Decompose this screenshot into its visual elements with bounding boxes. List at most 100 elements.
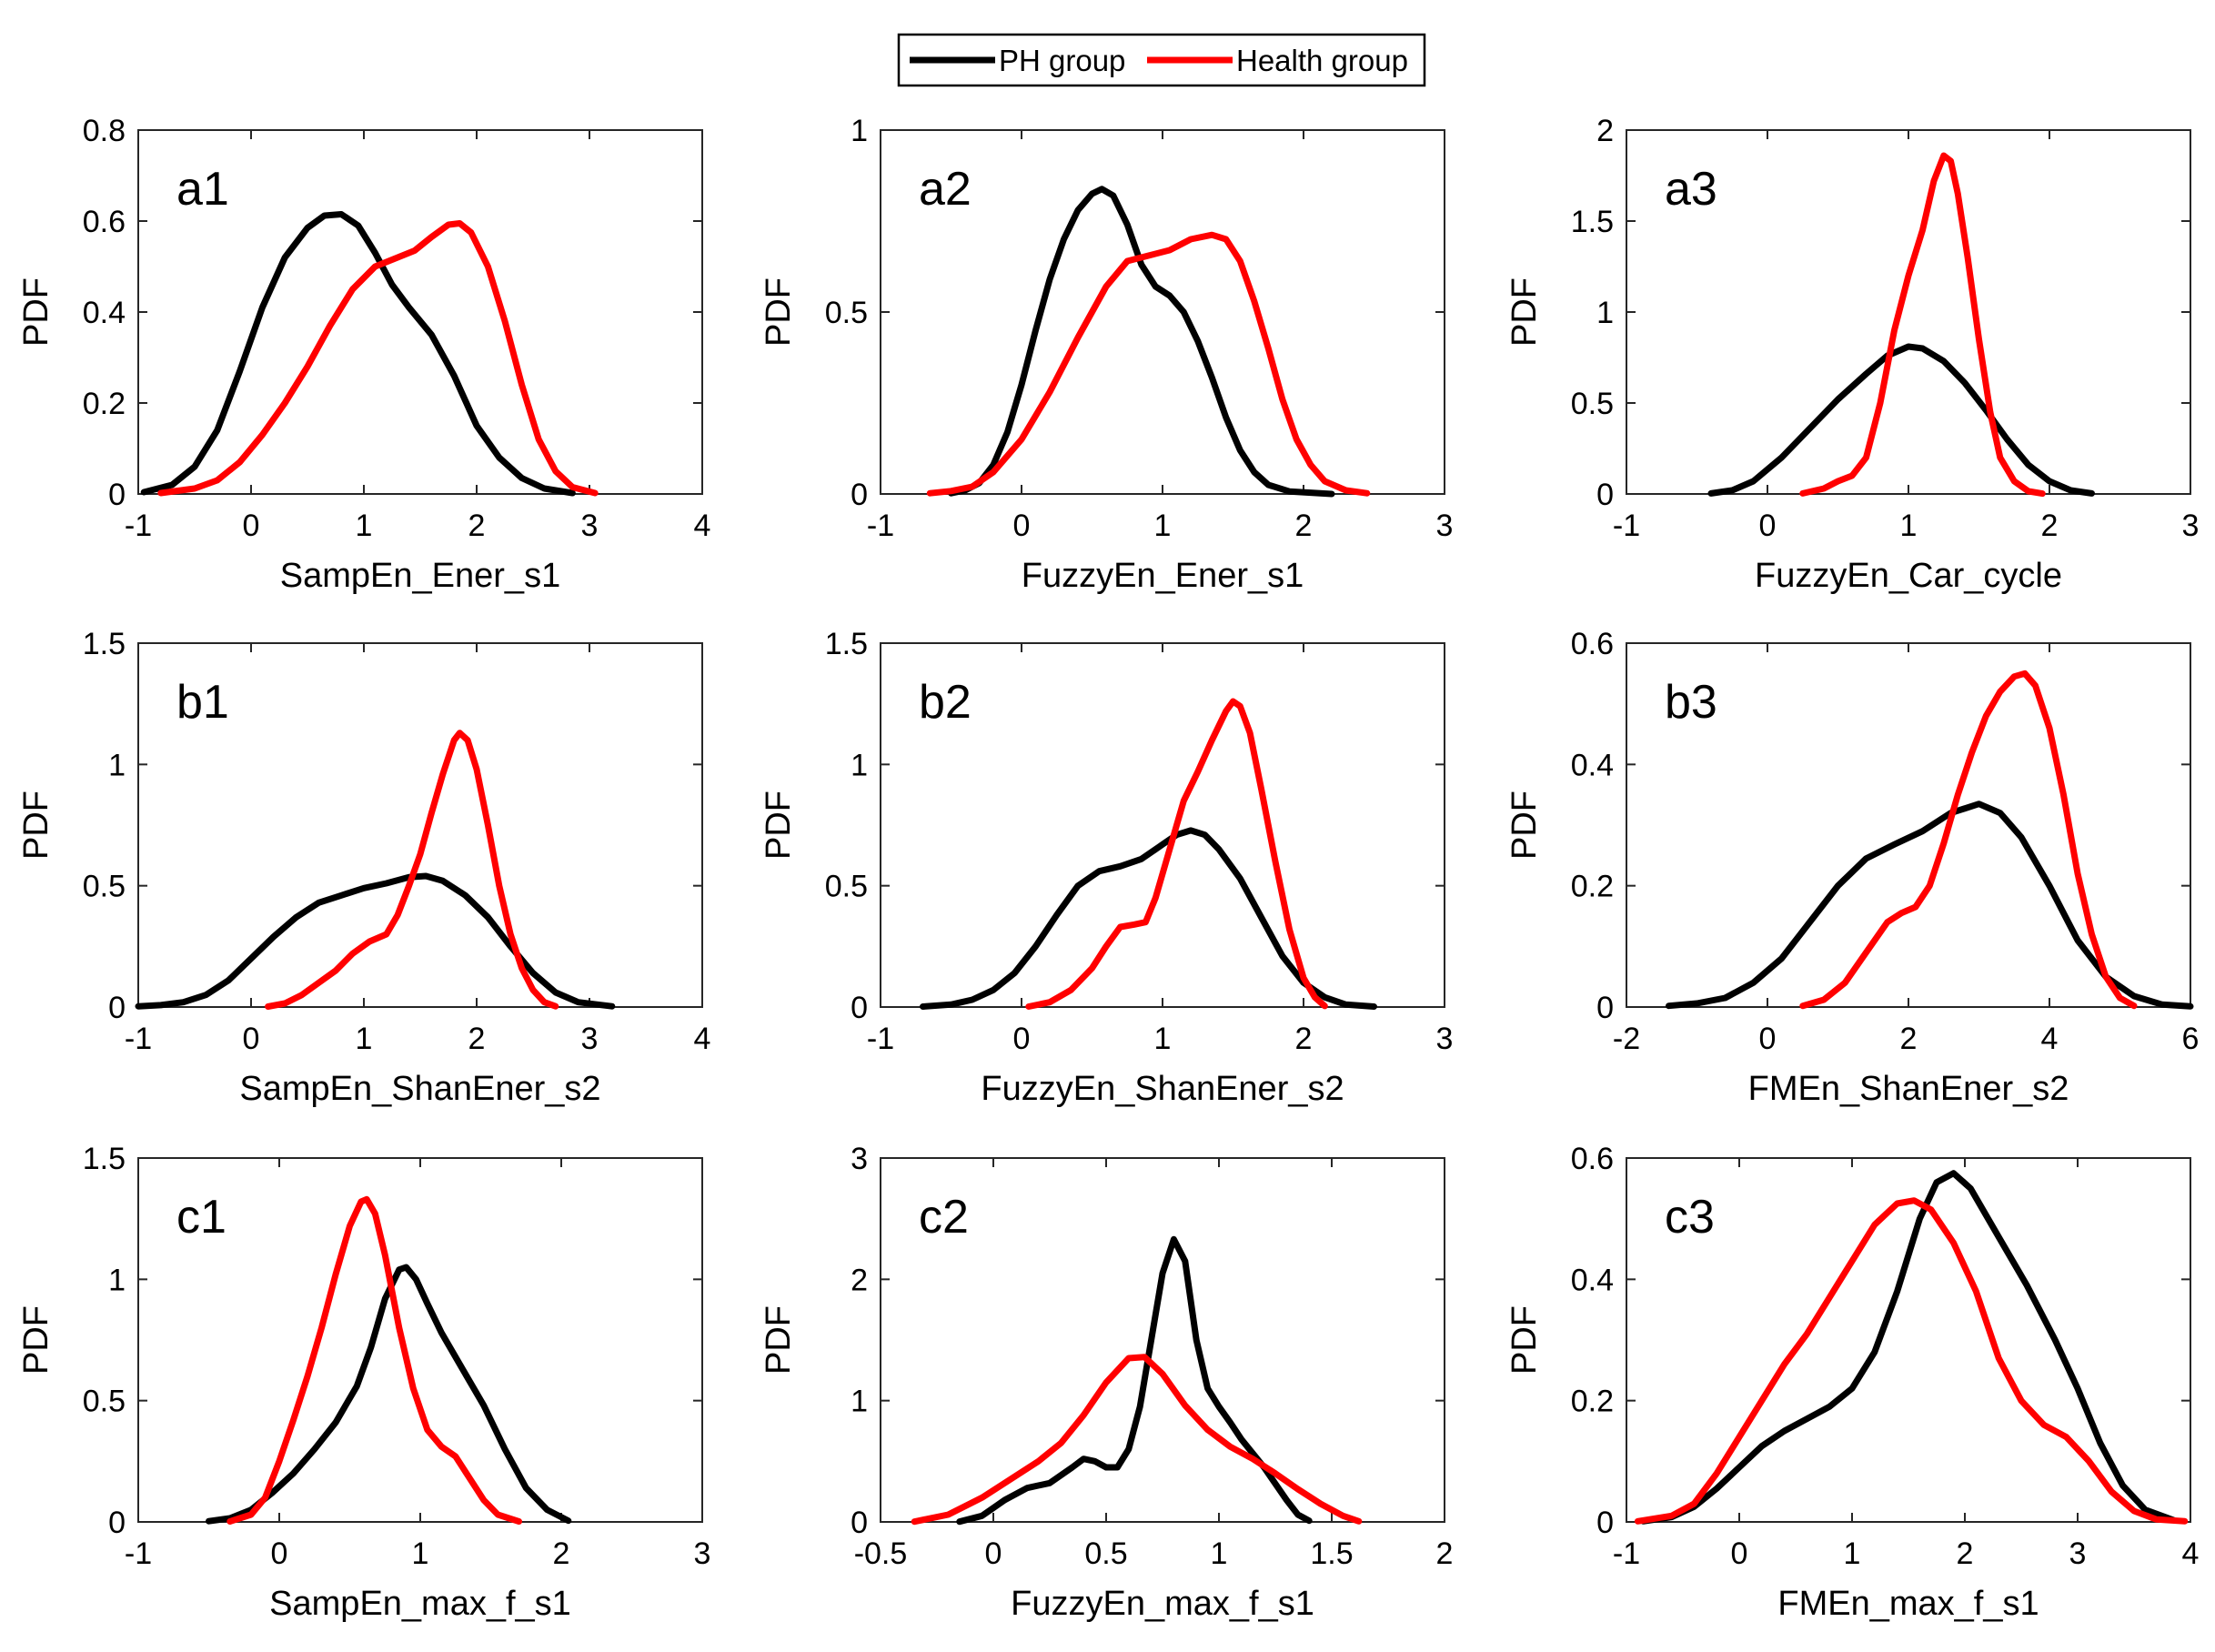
health-group-curve [265, 730, 559, 1010]
y-tick-label: 1 [1596, 296, 1614, 330]
x-tick-label: -1 [125, 1022, 152, 1056]
x-axis-label: SampEn_max_f_s1 [269, 1585, 571, 1623]
health-group-curve [1025, 698, 1328, 1010]
x-tick-label: 4 [2182, 1536, 2200, 1571]
y-tick-label: 0.5 [1571, 387, 1614, 421]
y-tick-label: 0 [851, 478, 868, 512]
y-tick-label: 2 [851, 1263, 868, 1297]
x-tick-label: 4 [694, 509, 711, 543]
x-axis-label: FuzzyEn_ShanEner_s2 [981, 1070, 1344, 1108]
y-tick-label: 0.8 [83, 114, 126, 148]
panel-label: a2 [919, 163, 972, 216]
y-tick-label: 1 [851, 1385, 868, 1419]
x-tick-label: 0 [1759, 509, 1777, 543]
axes-box [137, 1157, 703, 1523]
legend-label-health: Health group [1236, 44, 1408, 77]
x-tick-label: 2 [2041, 509, 2059, 543]
y-tick-label: 0.6 [1571, 627, 1614, 661]
panel-label: c1 [176, 1191, 227, 1244]
axes-box [137, 129, 703, 495]
x-tick-label: 1 [1900, 509, 1918, 543]
axes-box [1626, 1157, 2191, 1523]
x-tick-label: -1 [125, 1536, 152, 1571]
health-group-curve [157, 220, 599, 497]
y-axis-label: PDF [1505, 1305, 1544, 1375]
axes-box [880, 642, 1445, 1008]
panel-label: c2 [919, 1191, 969, 1244]
x-tick-label: 1 [356, 1022, 373, 1056]
x-tick-label: -0.5 [854, 1536, 908, 1571]
y-tick-label: 0 [851, 991, 868, 1025]
x-tick-label: 2 [1295, 1022, 1313, 1056]
y-tick-label: 0.5 [825, 296, 868, 330]
x-tick-label: 0 [1013, 1022, 1031, 1056]
ph-group-curve [206, 1264, 572, 1525]
panel-label: b2 [919, 676, 972, 729]
health-group-curve [1799, 670, 2138, 1010]
x-axis-label: FuzzyEn_Ener_s1 [1022, 557, 1304, 595]
x-tick-label: 2 [553, 1536, 570, 1571]
y-axis-label: PDF [1505, 277, 1544, 347]
y-tick-label: 0.5 [825, 870, 868, 904]
subplot-grid: -1 0 1 2 3 400.20.40.60.8SampEn_Ener_s1PDFa1-… [17, 114, 2199, 1623]
y-tick-label: 1 [108, 748, 126, 782]
y-tick-label: 1 [851, 748, 868, 782]
x-tick-label: 1 [1844, 1536, 1861, 1571]
x-tick-label: -1 [867, 509, 894, 543]
x-tick-label: 2 [1900, 1022, 1918, 1056]
x-tick-label: 4 [694, 1022, 711, 1056]
y-tick-label: 1 [851, 114, 868, 148]
x-tick-label: 1 [1211, 1536, 1228, 1571]
x-axis-label: FuzzyEn_Car_cycle [1755, 557, 2062, 595]
y-tick-label: 0.2 [1571, 1385, 1614, 1419]
x-tick-label: 0 [1731, 1536, 1748, 1571]
y-tick-label: 0 [1596, 991, 1614, 1025]
x-tick-label: 0 [1759, 1022, 1777, 1056]
x-tick-label: 3 [581, 509, 599, 543]
ph-group-curve [948, 186, 1335, 498]
x-tick-label: 3 [1436, 1022, 1454, 1056]
y-tick-label: 0 [108, 478, 126, 512]
x-tick-label: 1 [1154, 509, 1172, 543]
x-axis-label: FMEn_max_f_s1 [1777, 1585, 2039, 1623]
ph-group-curve [1707, 343, 2095, 497]
y-axis-label: PDF [17, 277, 55, 347]
x-tick-label: 0 [243, 509, 260, 543]
x-axis-label: SampEn_ShanEner_s2 [239, 1070, 600, 1108]
y-tick-label: 1.5 [83, 627, 126, 661]
x-tick-label: 1.5 [1310, 1536, 1353, 1571]
x-tick-label: 3 [2069, 1536, 2087, 1571]
y-tick-label: 0 [108, 1506, 126, 1540]
x-tick-label: 3 [1436, 509, 1454, 543]
x-tick-label: -1 [1613, 509, 1640, 543]
y-axis-label: PDF [760, 791, 798, 860]
y-axis-label: PDF [1505, 791, 1544, 860]
x-tick-label: 1 [1154, 1022, 1172, 1056]
x-tick-label: 0 [243, 1022, 260, 1056]
x-axis-label: FMEn_ShanEner_s2 [1748, 1070, 2069, 1108]
ph-group-curve [920, 827, 1377, 1010]
x-tick-label: 1 [356, 509, 373, 543]
x-tick-label: 3 [694, 1536, 711, 1571]
panel-label: b1 [176, 676, 229, 729]
y-tick-label: 0 [108, 991, 126, 1025]
y-axis-label: PDF [17, 791, 55, 860]
y-axis-label: PDF [760, 1305, 798, 1375]
y-tick-label: 3 [851, 1142, 868, 1176]
health-group-curve [911, 1354, 1363, 1526]
panel-label: a3 [1665, 163, 1717, 216]
y-tick-label: 0.5 [83, 870, 126, 904]
x-tick-label: 1 [412, 1536, 429, 1571]
y-axis-label: PDF [17, 1305, 55, 1375]
y-tick-label: 0.2 [83, 387, 126, 421]
y-tick-label: 0 [1596, 478, 1614, 512]
x-tick-label: -1 [1613, 1536, 1640, 1571]
ph-group-curve [140, 211, 576, 497]
